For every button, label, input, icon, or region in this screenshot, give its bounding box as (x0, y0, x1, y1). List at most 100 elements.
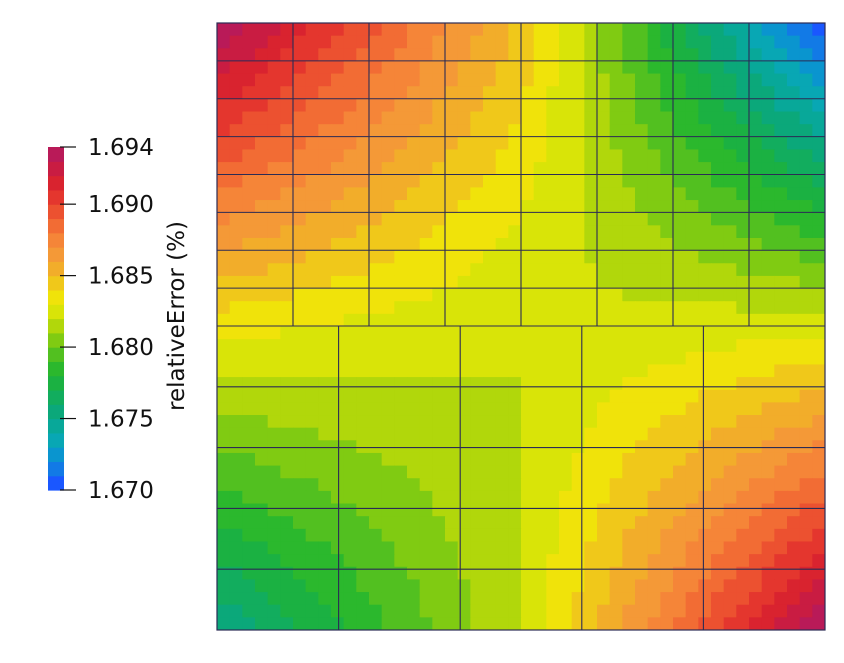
field-cell (407, 313, 421, 328)
field-cell (749, 275, 763, 290)
field-cell (445, 288, 459, 302)
field-cell (267, 528, 281, 543)
field-cell (432, 592, 446, 606)
field-cell (343, 263, 357, 277)
colorbar-tick-label: 1.670 (88, 478, 154, 504)
field-cell (685, 124, 699, 138)
field-cell (255, 326, 269, 340)
field-cell (331, 604, 345, 618)
field-cell (635, 250, 649, 264)
field-cell (521, 225, 535, 239)
field-cell (723, 617, 737, 630)
field-cell (723, 566, 737, 581)
field-cell (736, 111, 750, 125)
field-cell (774, 617, 788, 630)
field-cell (799, 339, 813, 353)
field-cell (749, 35, 763, 49)
field-cell (343, 415, 357, 429)
field-cell (521, 111, 535, 125)
field-cell (799, 237, 813, 252)
field-cell (711, 187, 725, 201)
field-cell (280, 617, 294, 630)
field-cell (432, 237, 446, 252)
field-cell (381, 263, 395, 277)
field-cell (495, 566, 509, 581)
field-cell (609, 402, 623, 416)
field-cell (609, 288, 623, 302)
field-cell (546, 490, 560, 505)
field-cell (749, 528, 763, 543)
field-cell (419, 415, 433, 429)
field-cell (584, 541, 598, 555)
field-cell (242, 389, 256, 403)
field-cell (673, 528, 687, 543)
field-cell (711, 313, 725, 328)
field-cell (584, 566, 598, 581)
field-cell (761, 566, 775, 581)
field-cell (660, 23, 674, 37)
field-cell (812, 250, 825, 264)
field-cell (723, 364, 737, 378)
colorbar-band (48, 475, 64, 491)
field-cell (483, 478, 497, 492)
field-cell (673, 174, 687, 188)
field-cell (267, 237, 281, 252)
field-cell (647, 237, 661, 252)
field-cell (457, 389, 471, 403)
field-cell (381, 60, 395, 75)
field-cell (635, 566, 649, 581)
field-cell (229, 313, 243, 328)
field-cell (394, 554, 408, 568)
field-cell (369, 200, 383, 214)
field-cell (293, 237, 307, 252)
field-cell (305, 86, 319, 100)
field-cell (761, 452, 775, 467)
field-cell (571, 427, 585, 441)
field-cell (559, 162, 573, 176)
field-cell (394, 301, 408, 315)
field-cell (609, 415, 623, 429)
field-cell (546, 263, 560, 277)
field-cell (622, 452, 636, 467)
field-cell (660, 465, 674, 479)
field-cell (647, 339, 661, 353)
field-cell (761, 579, 775, 593)
field-cell (217, 35, 231, 49)
field-cell (622, 275, 636, 290)
field-cell (255, 124, 269, 138)
field-cell (495, 313, 509, 328)
field-cell (812, 98, 825, 113)
field-cell (343, 313, 357, 328)
field-cell (635, 541, 649, 555)
field-cell (280, 212, 294, 226)
field-cell (609, 301, 623, 315)
field-cell (635, 275, 649, 290)
field-cell (584, 149, 598, 163)
field-cell (660, 326, 674, 340)
field-cell (495, 288, 509, 302)
field-cell (242, 23, 256, 37)
field-cell (343, 579, 357, 593)
field-cell (293, 339, 307, 353)
field-cell (318, 212, 332, 226)
field-cell (381, 528, 395, 543)
field-cell (457, 516, 471, 530)
field-cell (381, 98, 395, 113)
field-cell (622, 528, 636, 543)
field-cell (267, 288, 281, 302)
field-cell (609, 516, 623, 530)
field-cell (787, 162, 801, 176)
field-cell (407, 111, 421, 125)
field-cell (483, 149, 497, 163)
field-cell (356, 554, 370, 568)
field-cell (318, 263, 332, 277)
field-cell (597, 415, 611, 429)
field-cell (521, 503, 535, 517)
colorbar-band (48, 161, 64, 177)
field-cell (685, 23, 699, 37)
field-cell (736, 592, 750, 606)
field-cell (508, 389, 522, 403)
field-cell (495, 541, 509, 555)
field-cell (381, 452, 395, 467)
field-cell (267, 275, 281, 290)
